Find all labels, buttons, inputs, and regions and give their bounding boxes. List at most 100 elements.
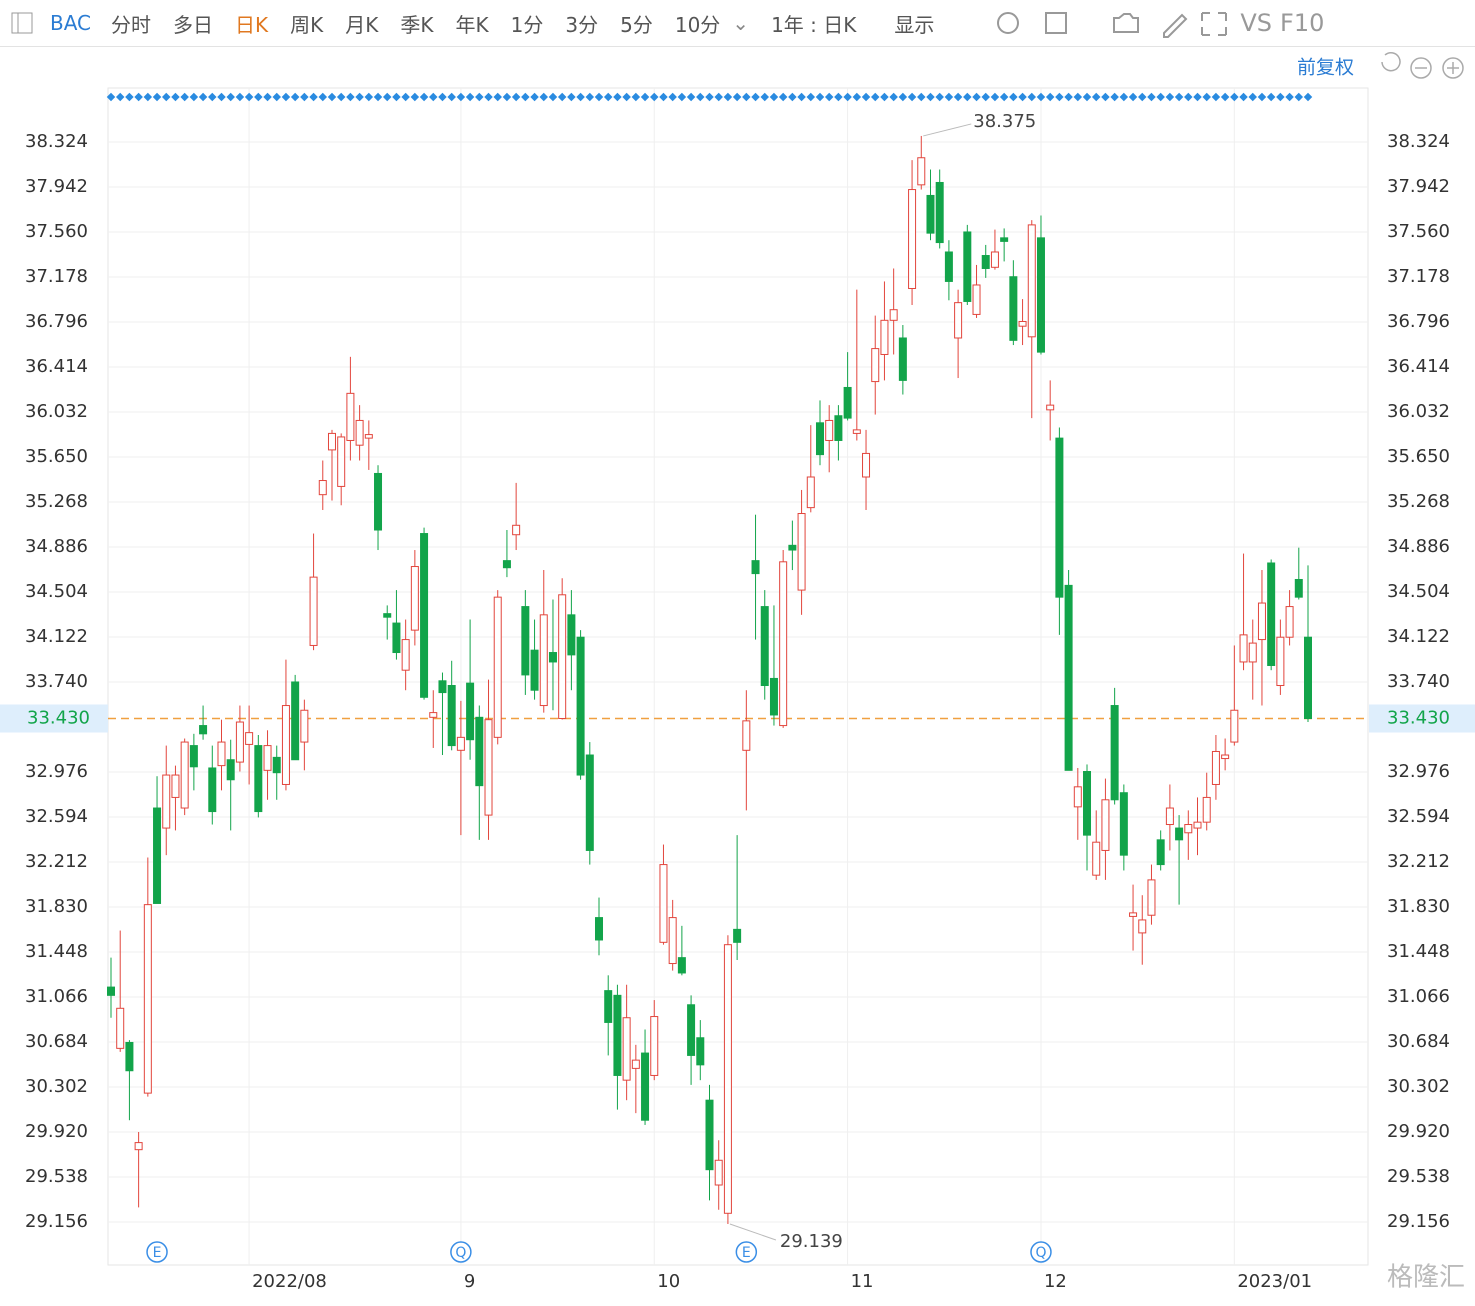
- y2-tick-label: 32.212: [1387, 851, 1450, 872]
- candle-body: [1211, 750, 1220, 785]
- panel-icon[interactable]: [10, 11, 34, 35]
- adjust-mode[interactable]: 前复权: [1297, 57, 1354, 79]
- period-tab[interactable]: 1分: [510, 12, 544, 37]
- event-dot: [1055, 92, 1064, 102]
- event-dot: [171, 92, 180, 102]
- tool-icons[interactable]: [994, 3, 1234, 43]
- display-select[interactable]: 显示: [894, 12, 935, 37]
- candle-body: [972, 284, 981, 315]
- max-annotation: 38.375: [973, 111, 1036, 132]
- period-tab[interactable]: 月K: [345, 12, 379, 37]
- event-dot: [1082, 92, 1092, 102]
- event-dot: [1285, 92, 1294, 102]
- period-tab[interactable]: 多日: [173, 12, 214, 37]
- period-tab[interactable]: 5分: [620, 12, 653, 37]
- period-tab[interactable]: 10分: [674, 12, 721, 37]
- candle-body: [291, 681, 300, 761]
- event-dot: [1266, 92, 1276, 102]
- event-dot: [115, 92, 125, 102]
- event-dot: [364, 92, 374, 102]
- event-dot: [1128, 92, 1138, 102]
- candle-body: [1248, 642, 1257, 663]
- candle-body: [143, 904, 152, 1094]
- event-dot: [327, 92, 337, 102]
- event-dot: [714, 92, 723, 102]
- candle-body: [1129, 912, 1138, 917]
- range-select[interactable]: 1年 : 日K: [771, 12, 857, 37]
- event-dot: [419, 92, 429, 102]
- event-dot: [143, 92, 153, 102]
- x-tick-label: 10: [657, 1271, 680, 1292]
- event-dot: [456, 92, 466, 102]
- plot-frame: [107, 87, 1369, 1266]
- candle-body: [153, 807, 162, 904]
- candle-body: [1165, 807, 1174, 826]
- candle-body: [171, 774, 180, 798]
- event-dot: [880, 92, 889, 102]
- event-dot: [1036, 92, 1046, 102]
- candle-body: [843, 386, 852, 419]
- y2-tick-label: 31.830: [1387, 896, 1450, 917]
- candle-body: [677, 957, 686, 974]
- event-dot: [106, 92, 116, 102]
- chart: 前复权 格隆汇 38.324 38.324 37.942 37.942 37.560 37…: [0, 51, 1475, 1293]
- y-tick-label: 35.650: [25, 446, 88, 467]
- event-dot: [1101, 92, 1110, 102]
- event-dot: [1211, 92, 1221, 102]
- candle-body: [1119, 792, 1128, 856]
- event-dot: [217, 92, 226, 102]
- vs-button[interactable]: VS: [1240, 9, 1273, 37]
- event-dot: [898, 92, 908, 102]
- candle-body: [346, 392, 355, 441]
- candle-body: [1239, 634, 1248, 663]
- event-dot: [631, 92, 641, 102]
- event-dot: [539, 92, 549, 102]
- period-tab[interactable]: 周K: [290, 12, 324, 37]
- candle-body: [1055, 437, 1064, 598]
- candle-body: [650, 1016, 659, 1076]
- y-tick-label: 32.976: [25, 761, 88, 782]
- candle-body: [1092, 841, 1101, 876]
- candle-body: [963, 231, 972, 302]
- price-band: [0, 704, 108, 733]
- candle-body: [484, 719, 493, 816]
- period-tab[interactable]: 3分: [565, 12, 599, 37]
- period-tab[interactable]: 季K: [400, 12, 434, 37]
- event-dot: [447, 92, 456, 102]
- event-dot: [1165, 92, 1175, 102]
- y-tick-label: 30.302: [25, 1076, 88, 1097]
- current-price-label: 33.430: [1387, 707, 1450, 728]
- candle-body: [1193, 821, 1202, 829]
- f10-button[interactable]: F10: [1280, 9, 1325, 37]
- more-arrow[interactable]: ⌄: [732, 11, 750, 35]
- event-dot: [650, 92, 659, 102]
- event-dot: [244, 92, 254, 102]
- event-dot: [336, 92, 346, 102]
- y2-tick-label: 32.976: [1387, 761, 1450, 782]
- y2-tick-label: 37.942: [1387, 176, 1450, 197]
- event-dot: [290, 92, 300, 102]
- event-dot: [585, 92, 595, 102]
- event-dot: [1294, 92, 1304, 102]
- period-tab[interactable]: 年K: [455, 12, 489, 37]
- zoom-controls[interactable]: [1381, 51, 1464, 79]
- y-tick-label: 36.796: [25, 311, 88, 332]
- period-tab[interactable]: 分时: [111, 12, 152, 37]
- event-dot: [382, 92, 392, 102]
- event-dot: [751, 92, 760, 102]
- event-dot: [981, 92, 990, 102]
- candle-body: [714, 1159, 723, 1186]
- current-price-label: 33.430: [27, 707, 90, 728]
- period-tab[interactable]: 日K: [235, 12, 269, 37]
- y2-tick-label: 34.504: [1387, 581, 1450, 602]
- y2-tick-label: 36.032: [1387, 401, 1450, 422]
- event-label: E: [153, 1245, 162, 1261]
- candle-body: [420, 533, 429, 698]
- candle-body: [696, 1037, 705, 1066]
- event-dot: [622, 92, 631, 102]
- y-tick-label: 31.448: [25, 941, 88, 962]
- y-tick-label: 29.156: [25, 1211, 88, 1232]
- candle-body: [779, 561, 788, 727]
- y-tick-label: 32.594: [25, 806, 88, 827]
- symbol[interactable]: BAC: [50, 11, 92, 35]
